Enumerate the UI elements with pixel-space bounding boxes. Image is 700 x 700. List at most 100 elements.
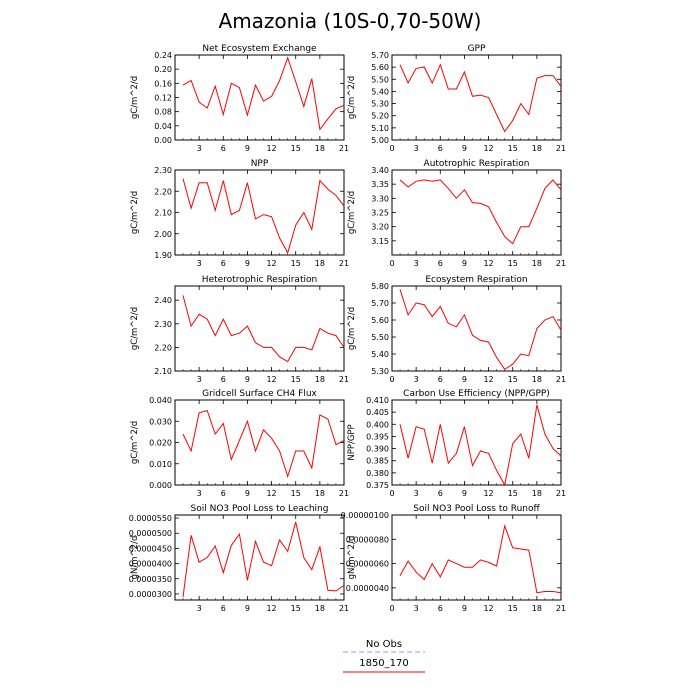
y-tick-label: 3.35 bbox=[371, 180, 389, 189]
panel-title: Ecosystem Respiration bbox=[425, 275, 527, 285]
x-tick-label: 18 bbox=[315, 375, 325, 384]
x-tick-label: 18 bbox=[315, 489, 325, 498]
series-line bbox=[399, 404, 562, 487]
y-axis-label: gC/m^2/d bbox=[347, 191, 357, 234]
figure-title: Amazonia (10S-0,70-50W) bbox=[219, 9, 482, 33]
x-tick-label: 3 bbox=[197, 259, 202, 268]
y-tick-label: 5.70 bbox=[371, 299, 389, 308]
panel: Carbon Use Efficiency (NPP/GPP) NPP/GPP 0 3… bbox=[347, 389, 566, 498]
x-tick-label: 15 bbox=[291, 259, 301, 268]
y-tick-label: 0.040 bbox=[149, 396, 172, 405]
y-tick-label: 5.80 bbox=[371, 282, 389, 291]
plot-frame bbox=[391, 169, 562, 256]
y-tick-label: 0.405 bbox=[366, 408, 389, 417]
y-tick-label: 5.30 bbox=[371, 367, 389, 376]
x-tick-label: 6 bbox=[221, 489, 226, 498]
plot-frame bbox=[391, 285, 562, 372]
y-tick-label: 0.24 bbox=[154, 51, 172, 60]
y-axis-label: gN/m^2/d bbox=[347, 536, 357, 580]
y-tick-label: 0.390 bbox=[366, 445, 389, 454]
x-tick-label: 21 bbox=[556, 604, 566, 613]
y-tick-label: 0.0000350 bbox=[129, 575, 172, 584]
x-tick-label: 18 bbox=[315, 144, 325, 153]
x-tick-label: 15 bbox=[291, 375, 301, 384]
y-tick-label: 3.20 bbox=[371, 223, 389, 232]
x-tick-label: 15 bbox=[508, 259, 518, 268]
x-tick-label: 21 bbox=[339, 259, 349, 268]
plot-frame bbox=[391, 54, 562, 141]
y-axis-label: gC/m^2/d bbox=[130, 421, 140, 464]
x-tick-label: 15 bbox=[291, 144, 301, 153]
x-tick-label: 18 bbox=[532, 144, 542, 153]
panel-title: NPP bbox=[251, 159, 269, 169]
x-tick-label: 21 bbox=[339, 604, 349, 613]
panel: Soil NO3 Pool Loss to Leaching gN/m^2/d 3 6… bbox=[129, 504, 349, 613]
x-tick-label: 12 bbox=[266, 489, 276, 498]
y-tick-label: 3.30 bbox=[371, 194, 389, 203]
x-tick-label: 6 bbox=[221, 259, 226, 268]
y-tick-label: 0.0000060 bbox=[346, 560, 389, 569]
y-tick-label: 2.20 bbox=[154, 343, 172, 352]
x-tick-label: 9 bbox=[462, 259, 467, 268]
x-tick-label: 18 bbox=[532, 604, 542, 613]
y-tick-label: 5.70 bbox=[371, 51, 389, 60]
x-tick-label: 18 bbox=[315, 259, 325, 268]
y-tick-label: 0.00000100 bbox=[341, 511, 389, 520]
x-tick-label: 12 bbox=[483, 144, 493, 153]
x-tick-label: 6 bbox=[438, 375, 443, 384]
plot-frame bbox=[174, 285, 345, 372]
panel-title: Soil NO3 Pool Loss to Leaching bbox=[191, 504, 329, 514]
x-tick-label: 3 bbox=[414, 604, 419, 613]
y-tick-label: 0.385 bbox=[366, 457, 389, 466]
y-tick-label: 2.30 bbox=[154, 166, 172, 175]
y-tick-label: 2.00 bbox=[154, 230, 172, 239]
series-line bbox=[182, 56, 345, 131]
y-tick-label: 2.30 bbox=[154, 320, 172, 329]
y-tick-label: 5.50 bbox=[371, 75, 389, 84]
y-axis-label: gN/m^2/d bbox=[130, 536, 140, 580]
y-tick-label: 5.60 bbox=[371, 316, 389, 325]
y-tick-label: 0.020 bbox=[149, 439, 172, 448]
panel: Heterotrophic Respiration gC/m^2/d 3 6 9 12 15… bbox=[130, 275, 349, 384]
x-tick-label: 0 bbox=[389, 259, 394, 268]
y-tick-label: 5.40 bbox=[371, 87, 389, 96]
panel-grid: Net Ecosystem Exchange gC/m^2/d 3 6 9 12 15 18 2… bbox=[129, 44, 566, 613]
panel: Autotrophic Respiration gC/m^2/d 0 3 6 9 12 15 1… bbox=[347, 159, 566, 268]
y-tick-label: 0.410 bbox=[366, 396, 389, 405]
x-tick-label: 3 bbox=[197, 375, 202, 384]
y-tick-label: 5.10 bbox=[371, 124, 389, 133]
legend-model-label: 1850_170 bbox=[359, 658, 409, 669]
y-tick-label: 0.08 bbox=[154, 108, 172, 117]
x-tick-label: 9 bbox=[245, 259, 250, 268]
y-axis-label: gC/m^2/d bbox=[130, 76, 140, 119]
plot-frame bbox=[174, 54, 345, 141]
y-tick-label: 0.400 bbox=[366, 420, 389, 429]
x-tick-label: 21 bbox=[339, 375, 349, 384]
y-tick-label: 3.15 bbox=[371, 237, 389, 246]
panel-title: Soil NO3 Pool Loss to Runoff bbox=[413, 504, 540, 514]
x-tick-label: 12 bbox=[266, 604, 276, 613]
x-tick-label: 9 bbox=[462, 375, 467, 384]
x-tick-label: 15 bbox=[508, 604, 518, 613]
y-tick-label: 2.20 bbox=[154, 187, 172, 196]
x-tick-label: 12 bbox=[483, 375, 493, 384]
y-axis-label: NPP/GPP bbox=[347, 424, 357, 460]
y-tick-label: 5.40 bbox=[371, 350, 389, 359]
x-tick-label: 15 bbox=[508, 144, 518, 153]
y-tick-label: 2.40 bbox=[154, 296, 172, 305]
x-tick-label: 9 bbox=[245, 489, 250, 498]
x-tick-label: 15 bbox=[291, 489, 301, 498]
y-tick-label: 0.04 bbox=[154, 122, 172, 131]
y-tick-label: 5.20 bbox=[371, 112, 389, 121]
legend: No Obs 1850_170 bbox=[343, 639, 425, 673]
y-tick-label: 0.00 bbox=[154, 136, 172, 145]
y-tick-label: 0.12 bbox=[154, 94, 172, 103]
x-tick-label: 21 bbox=[339, 144, 349, 153]
x-tick-label: 9 bbox=[245, 144, 250, 153]
x-tick-label: 9 bbox=[245, 604, 250, 613]
x-tick-label: 21 bbox=[339, 489, 349, 498]
series-line bbox=[182, 295, 345, 363]
panel-title: Gridcell Surface CH4 Flux bbox=[202, 389, 317, 399]
y-tick-label: 0.395 bbox=[366, 432, 389, 441]
y-tick-label: 0.0000400 bbox=[129, 560, 172, 569]
